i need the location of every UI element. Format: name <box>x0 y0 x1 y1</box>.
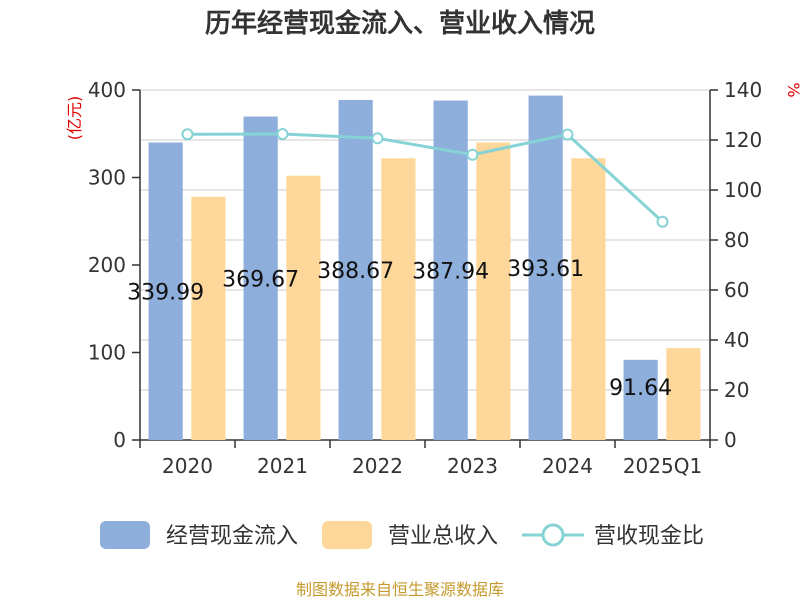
ratio-point <box>656 215 669 228</box>
gridlines <box>140 89 710 441</box>
cash-inflow-bar <box>148 142 183 441</box>
revenue-bar <box>381 158 416 440</box>
left-tick-label: 200 <box>88 253 126 277</box>
legend-marker <box>541 523 565 547</box>
cash-inflow-label: 393.61 <box>507 257 584 282</box>
cash-inflow-bar <box>338 99 373 440</box>
revenue-bar <box>286 175 321 440</box>
right-tick-label: 120 <box>724 128 762 152</box>
x-tick-label: 2021 <box>257 454 308 478</box>
cash-inflow-label: 91.64 <box>609 376 672 401</box>
legend: 经营现金流入 营业总收入 营收现金比 <box>100 521 704 549</box>
legend-swatch <box>322 521 372 549</box>
right-tick-label: 0 <box>724 428 737 452</box>
right-axis-unit: % <box>784 82 800 97</box>
x-tick-label: 2023 <box>447 454 498 478</box>
ratio-line-path <box>187 132 664 223</box>
right-tick-label: 80 <box>724 228 749 252</box>
ratio-point <box>371 132 384 145</box>
ratio-point <box>466 148 479 161</box>
bars <box>148 95 701 441</box>
cash-inflow-label: 387.94 <box>412 259 489 284</box>
source-note: 制图数据来自恒生聚源数据库 <box>296 580 504 599</box>
legend-label: 经营现金流入 <box>166 524 298 549</box>
data-labels: 339.99 369.67 388.67 387.94 393.61 91.64 <box>127 257 672 401</box>
cash-inflow-label: 339.99 <box>127 280 204 305</box>
legend-label: 营业总收入 <box>388 524 498 549</box>
cash-inflow-bar <box>243 116 278 440</box>
x-tick-label: 2024 <box>542 454 593 478</box>
legend-swatch <box>100 521 150 549</box>
cash-inflow-label: 388.67 <box>317 259 394 284</box>
left-tick-label: 300 <box>88 166 126 190</box>
x-tick-label: 2020 <box>162 454 213 478</box>
ratio-point <box>561 128 574 141</box>
cash-inflow-bar <box>623 359 658 440</box>
right-tick-label: 40 <box>724 328 749 352</box>
revenue-bar <box>666 348 701 440</box>
axes: 0 100 200 300 400 0 20 40 60 80 100 120 140 2020 2021 2… <box>88 78 762 478</box>
cash-inflow-bar <box>528 95 563 440</box>
ratio-point <box>276 128 289 140</box>
x-tick-label: 2025Q1 <box>623 454 702 478</box>
right-tick-label: 60 <box>724 278 749 302</box>
left-axis-unit: (亿元) <box>65 96 84 141</box>
left-tick-label: 100 <box>88 341 126 365</box>
cash-inflow-label: 369.67 <box>222 267 299 292</box>
revenue-bar <box>191 196 226 440</box>
right-tick-label: 20 <box>724 378 749 402</box>
revenue-bar <box>571 158 606 440</box>
x-tick-label: 2022 <box>352 454 403 478</box>
cash-inflow-bar <box>433 100 468 441</box>
right-tick-label: 140 <box>724 78 762 102</box>
left-tick-label: 400 <box>88 78 126 102</box>
revenue-bar <box>476 142 511 440</box>
chart-title: 历年经营现金流入、营业收入情况 <box>205 8 595 39</box>
left-tick-label: 0 <box>113 428 126 452</box>
ratio-line <box>181 128 669 228</box>
legend-label: 营收现金比 <box>594 524 704 549</box>
right-tick-label: 100 <box>724 178 762 202</box>
ratio-point <box>181 128 194 141</box>
